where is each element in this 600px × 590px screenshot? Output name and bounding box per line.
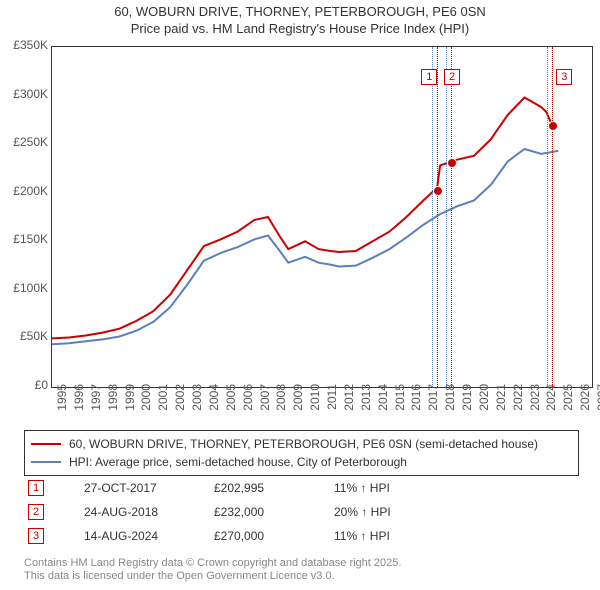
legend-label: 60, WOBURN DRIVE, THORNEY, PETERBOROUGH,…: [69, 437, 538, 451]
title-line-2: Price paid vs. HM Land Registry's House …: [0, 21, 600, 38]
y-tick-label: £200K: [0, 184, 48, 198]
transaction-vline-shadow: [446, 47, 447, 387]
x-tick-label: 2016: [409, 384, 423, 424]
x-tick-label: 2011: [325, 384, 339, 424]
y-tick-label: £350K: [0, 38, 48, 52]
x-tick-label: 2002: [173, 384, 187, 424]
chart-badge: 1: [421, 69, 437, 85]
row-price: £232,000: [214, 505, 334, 519]
row-date: 24-AUG-2018: [84, 505, 214, 519]
x-tick-label: 2014: [376, 384, 390, 424]
x-tick-label: 2006: [241, 384, 255, 424]
transactions-table: 1 27-OCT-2017 £202,995 11% ↑ HPI 2 24-AU…: [24, 476, 579, 548]
x-tick-label: 2004: [207, 384, 221, 424]
transaction-vline: [437, 47, 438, 387]
x-tick-label: 2001: [156, 384, 170, 424]
chart-badge: 3: [556, 69, 572, 85]
table-row: 3 14-AUG-2024 £270,000 11% ↑ HPI: [24, 524, 579, 548]
x-tick-label: 2023: [528, 384, 542, 424]
transaction-vline-shadow: [432, 47, 433, 387]
row-badge: 2: [28, 504, 44, 520]
chart-area: 12 3: [51, 46, 593, 388]
x-tick-label: 2026: [578, 384, 592, 424]
x-tick-label: 1997: [89, 384, 103, 424]
row-date: 14-AUG-2024: [84, 529, 214, 543]
y-tick-label: £100K: [0, 281, 48, 295]
transaction-vline-shadow: [547, 47, 548, 387]
footer-line-1: Contains HM Land Registry data © Crown c…: [24, 557, 401, 571]
x-tick-label: 1995: [55, 384, 69, 424]
legend-label: HPI: Average price, semi-detached house,…: [69, 455, 407, 469]
x-tick-label: 2005: [224, 384, 238, 424]
transaction-marker: [433, 186, 443, 196]
x-tick-label: 1999: [123, 384, 137, 424]
row-price: £202,995: [214, 481, 334, 495]
x-tick-label: 1996: [72, 384, 86, 424]
row-hpi: 20% ↑ HPI: [334, 505, 391, 519]
footer-line-2: This data is licensed under the Open Gov…: [24, 570, 401, 584]
transaction-vline: [552, 47, 553, 387]
x-tick-label: 2003: [190, 384, 204, 424]
row-price: £270,000: [214, 529, 334, 543]
transaction-vline: [451, 47, 452, 387]
x-tick-label: 1998: [106, 384, 120, 424]
x-tick-label: 2008: [274, 384, 288, 424]
row-badge: 3: [28, 528, 44, 544]
y-tick-label: £300K: [0, 87, 48, 101]
x-tick-label: 2022: [511, 384, 525, 424]
x-tick-label: 2024: [544, 384, 558, 424]
x-tick-label: 2000: [139, 384, 153, 424]
y-tick-label: £50K: [0, 329, 48, 343]
y-tick-label: £150K: [0, 232, 48, 246]
x-tick-label: 2020: [477, 384, 491, 424]
legend-swatch: [31, 461, 61, 463]
x-tick-label: 2012: [342, 384, 356, 424]
row-badge: 1: [28, 480, 44, 496]
transaction-marker: [548, 121, 558, 131]
x-tick-label: 2015: [393, 384, 407, 424]
y-tick-label: £0: [0, 378, 48, 392]
legend-box: 60, WOBURN DRIVE, THORNEY, PETERBOROUGH,…: [24, 430, 579, 476]
row-hpi: 11% ↑ HPI: [334, 529, 390, 543]
chart-title: 60, WOBURN DRIVE, THORNEY, PETERBOROUGH,…: [0, 0, 600, 38]
row-hpi: 11% ↑ HPI: [334, 481, 390, 495]
x-tick-label: 2013: [359, 384, 373, 424]
x-tick-label: 2017: [426, 384, 440, 424]
title-line-1: 60, WOBURN DRIVE, THORNEY, PETERBOROUGH,…: [0, 4, 600, 21]
x-tick-label: 2009: [291, 384, 305, 424]
x-tick-label: 2025: [561, 384, 575, 424]
x-tick-label: 2019: [460, 384, 474, 424]
chart-svg: [52, 47, 592, 387]
transaction-marker: [447, 158, 457, 168]
y-tick-label: £250K: [0, 135, 48, 149]
x-tick-label: 2007: [258, 384, 272, 424]
footer-credit: Contains HM Land Registry data © Crown c…: [24, 557, 401, 585]
chart-badge: 2: [444, 69, 460, 85]
table-row: 1 27-OCT-2017 £202,995 11% ↑ HPI: [24, 476, 579, 500]
series-hpi: [52, 149, 558, 344]
table-row: 2 24-AUG-2018 £232,000 20% ↑ HPI: [24, 500, 579, 524]
series-price_paid: [52, 98, 552, 339]
legend-item-2: HPI: Average price, semi-detached house,…: [31, 453, 572, 471]
x-tick-label: 2027: [595, 384, 600, 424]
x-tick-label: 2018: [443, 384, 457, 424]
legend-swatch: [31, 443, 61, 445]
x-tick-label: 2021: [494, 384, 508, 424]
legend-item-1: 60, WOBURN DRIVE, THORNEY, PETERBOROUGH,…: [31, 435, 572, 453]
x-tick-label: 2010: [308, 384, 322, 424]
row-date: 27-OCT-2017: [84, 481, 214, 495]
